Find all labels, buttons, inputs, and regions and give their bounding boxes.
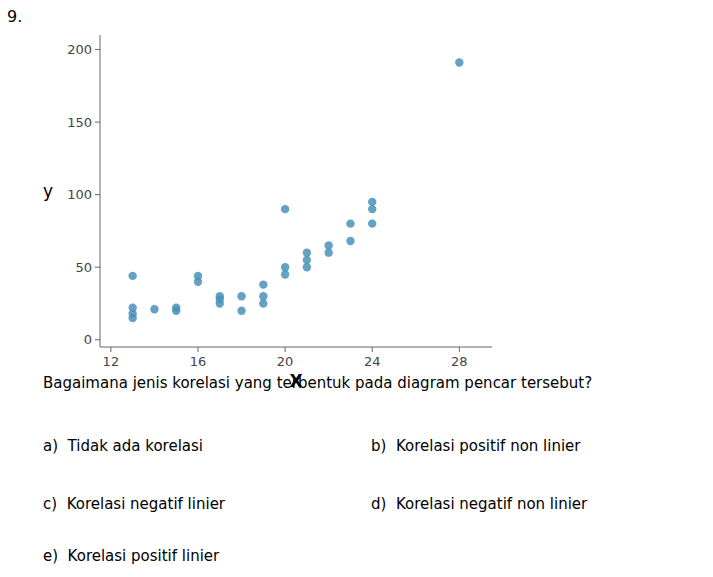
point	[259, 299, 267, 307]
answer-option: b) Korelasi positif non linier	[371, 437, 581, 455]
y-tick-label: 50	[75, 260, 92, 275]
point	[194, 277, 202, 285]
point	[324, 241, 332, 249]
point	[281, 263, 289, 271]
point	[303, 248, 311, 256]
answer-option: d) Korelasi negatif non linier	[371, 495, 588, 513]
question-text: Bagaimana jenis korelasi yang terbentuk …	[43, 374, 592, 392]
x-tick	[110, 347, 111, 352]
y-tick	[95, 122, 100, 123]
chart-container: 1216202428050100150200Xy9.Bagaimana jeni…	[0, 0, 713, 577]
y-axis-line	[100, 35, 101, 347]
x-tick	[372, 347, 373, 352]
background	[0, 0, 713, 577]
y-tick-label: 100	[67, 187, 92, 202]
x-axis-line	[100, 347, 492, 348]
x-tick-label: 20	[277, 354, 294, 369]
point	[150, 305, 158, 313]
y-tick	[95, 339, 100, 340]
point	[259, 280, 267, 288]
point	[346, 219, 354, 227]
point	[128, 272, 136, 280]
y-tick-label: 150	[67, 115, 92, 130]
answer-option: a) Tidak ada korelasi	[43, 437, 203, 455]
x-tick-label: 24	[364, 354, 381, 369]
answer-option: c) Korelasi negatif linier	[43, 495, 226, 513]
axes: 12 16 20 24 28 0 50 100 150 200	[67, 35, 492, 369]
point	[455, 58, 463, 66]
point	[237, 307, 245, 315]
y-tick	[95, 49, 100, 50]
y-tick	[95, 267, 100, 268]
y-tick-label: 200	[67, 42, 92, 57]
x-tick-label: 28	[451, 354, 468, 369]
point	[259, 292, 267, 300]
point	[237, 292, 245, 300]
point	[368, 205, 376, 213]
point	[128, 314, 136, 322]
point	[172, 307, 180, 315]
question-number: 9.	[7, 7, 22, 26]
point	[324, 248, 332, 256]
y-tick	[95, 194, 100, 195]
answer-option: e) Korelasi positif linier	[43, 547, 220, 565]
point	[303, 256, 311, 264]
x-tick	[198, 347, 199, 352]
x-tick-label: 12	[103, 354, 120, 369]
y-tick-label: 0	[84, 332, 92, 347]
point	[216, 299, 224, 307]
point	[346, 237, 354, 245]
x-tick	[459, 347, 460, 352]
x-tick-label: 16	[190, 354, 207, 369]
points	[128, 58, 463, 322]
point	[368, 219, 376, 227]
chart: 1216202428050100150200Xy9.Bagaimana jeni…	[0, 0, 713, 577]
x-tick	[285, 347, 286, 352]
point	[368, 198, 376, 206]
y-axis-label: y	[43, 181, 53, 201]
point	[281, 270, 289, 278]
point	[303, 263, 311, 271]
point	[281, 205, 289, 213]
